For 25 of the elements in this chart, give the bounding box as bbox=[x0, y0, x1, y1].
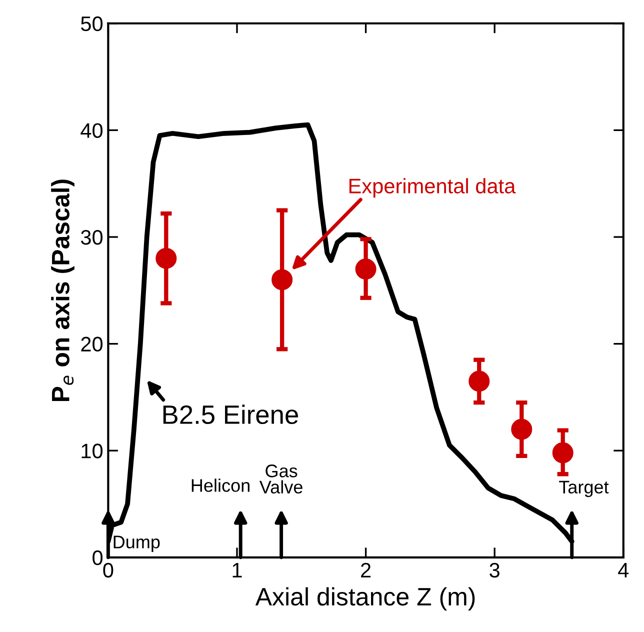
y-axis-title: P$_{e}$ on axis (Pascal) bbox=[51, 180, 74, 401]
annotation: B2.5 Eirene bbox=[163, 404, 298, 424]
x-axis-title: Axial distance Z (m) bbox=[255, 587, 475, 611]
annotation: Gas Valve bbox=[259, 464, 302, 494]
y-tick-label: 30 bbox=[80, 230, 103, 245]
annotation: Dump bbox=[114, 536, 160, 552]
x-tick-label: 3 bbox=[490, 562, 500, 578]
x-tick-label: 0 bbox=[103, 562, 114, 578]
point bbox=[552, 442, 574, 464]
x-tick-label: 4 bbox=[618, 563, 629, 578]
annotation: Experimental data bbox=[349, 178, 516, 198]
annotation: Helicon bbox=[192, 478, 250, 492]
point bbox=[468, 370, 490, 392]
point bbox=[272, 269, 293, 290]
y-tick-label: 50 bbox=[80, 16, 103, 32]
point bbox=[156, 248, 177, 269]
y-tick-label: 40 bbox=[80, 123, 103, 138]
x-tick-label: 2 bbox=[361, 562, 371, 578]
point bbox=[511, 418, 532, 440]
y-tick-label: 10 bbox=[82, 444, 103, 458]
y-tick-label: 20 bbox=[81, 336, 103, 352]
annotation: Target bbox=[559, 480, 609, 498]
y-tick-label: 0 bbox=[92, 550, 103, 566]
point bbox=[355, 258, 376, 280]
x-tick-label: 1 bbox=[232, 563, 242, 578]
